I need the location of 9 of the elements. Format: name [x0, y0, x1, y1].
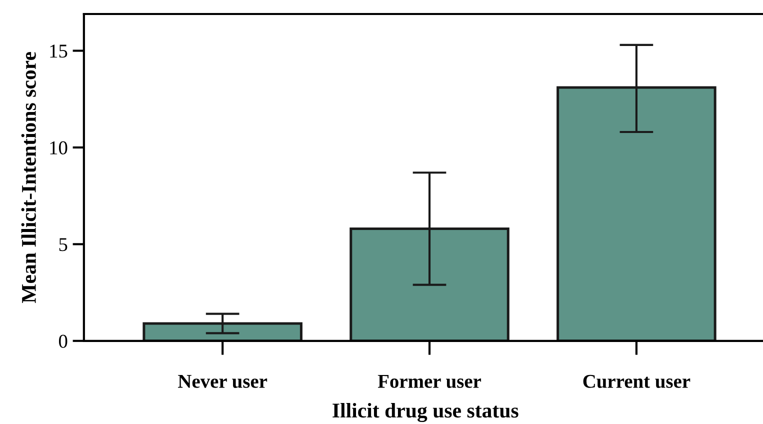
y-tick-label: 0 [58, 334, 68, 348]
y-tick-label: 10 [50, 141, 68, 154]
y-axis-title: Mean Illicit-Intentions score [21, 52, 36, 304]
y-tick-label: 5 [59, 238, 68, 252]
x-tick-label: Former user [378, 374, 482, 388]
x-tick-label: Never user [178, 374, 268, 388]
x-tick-label: Current user [583, 374, 690, 388]
x-axis-title: Illicit drug use status [332, 402, 518, 422]
y-tick-label: 15 [50, 44, 68, 58]
